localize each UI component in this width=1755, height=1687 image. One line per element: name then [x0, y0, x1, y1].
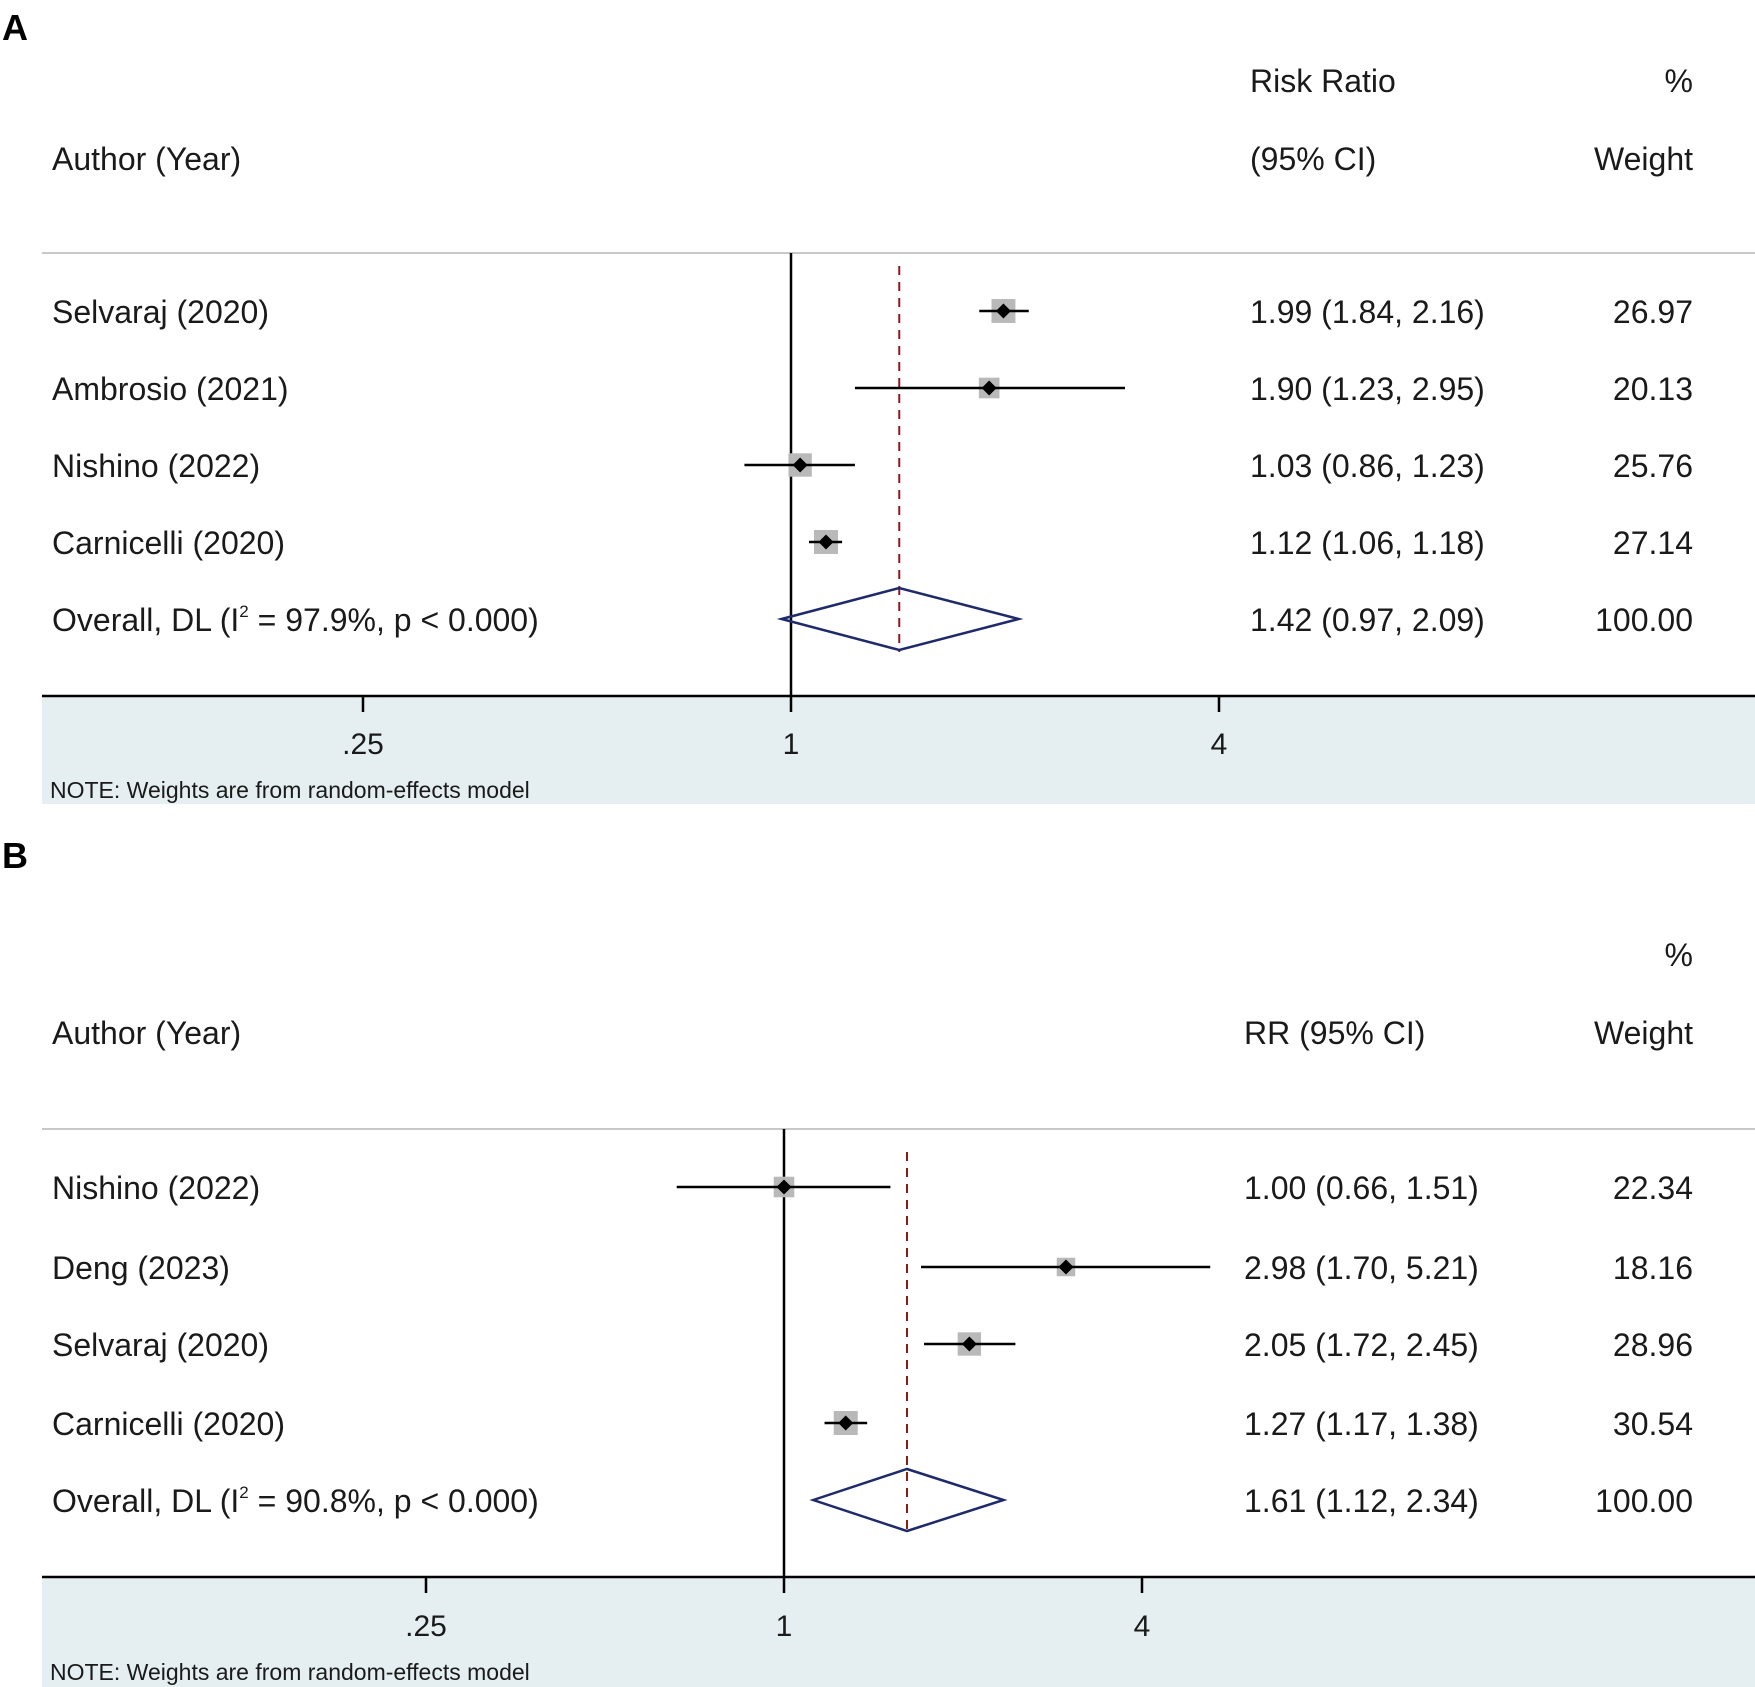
- overall-label: Overall, DL (I2 = 90.8%, p < 0.000): [52, 1483, 539, 1519]
- study-weight: 25.76: [1613, 448, 1693, 484]
- footnote: NOTE: Weights are from random-effects mo…: [50, 1659, 530, 1685]
- header-study: Author (Year): [52, 1015, 241, 1051]
- point-estimate-marker: [776, 1179, 792, 1195]
- overall-label-post: = 90.8%, p < 0.000): [249, 1483, 539, 1519]
- study-ci-text: 1.03 (0.86, 1.23): [1250, 448, 1485, 484]
- point-estimate-marker: [818, 534, 834, 550]
- panel-b-letter: B: [2, 835, 28, 876]
- study-weight: 18.16: [1613, 1250, 1693, 1286]
- footnote: NOTE: Weights are from random-effects mo…: [50, 777, 530, 803]
- overall-ci-text: 1.61 (1.12, 2.34): [1244, 1483, 1479, 1519]
- plot-area-b: .25 1 4: [405, 1129, 1211, 1643]
- x-tick-label: .25: [342, 728, 384, 761]
- study-ci-text: 1.00 (0.66, 1.51): [1244, 1170, 1479, 1206]
- header-weight-bottom: Weight: [1594, 1015, 1693, 1051]
- study-ci-text: 1.12 (1.06, 1.18): [1250, 525, 1485, 561]
- plot-area-a: .25 1 4: [342, 253, 1227, 761]
- study-weight: 28.96: [1613, 1327, 1693, 1363]
- overall-diamond: [809, 1467, 1008, 1533]
- panel-a-letter: A: [2, 7, 28, 48]
- overall-label-post: = 97.9%, p < 0.000): [249, 602, 539, 638]
- study-weight: 26.97: [1613, 294, 1693, 330]
- panel-b-background: [42, 873, 1755, 1687]
- study-weight: 27.14: [1613, 525, 1693, 561]
- header-effect-top: Risk Ratio: [1250, 63, 1396, 99]
- header-weight-bottom: Weight: [1594, 141, 1693, 177]
- panel-a: A Risk Ratio (95% CI) % Weight Author (Y…: [2, 0, 1755, 804]
- header-weight-top: %: [1665, 63, 1693, 99]
- study-ci-text: 1.27 (1.17, 1.38): [1244, 1406, 1479, 1442]
- study-label: Nishino (2022): [52, 448, 260, 484]
- x-tick-label: .25: [405, 1610, 447, 1643]
- study-label: Carnicelli (2020): [52, 525, 285, 561]
- overall-label-pre: Overall, DL (I: [52, 602, 239, 638]
- x-tick-label: 4: [1211, 728, 1228, 761]
- header-effect: RR (95% CI): [1244, 1015, 1425, 1051]
- study-weight: 22.34: [1613, 1170, 1693, 1206]
- overall-label: Overall, DL (I2 = 97.9%, p < 0.000): [52, 602, 539, 638]
- footer-band: [42, 1577, 1755, 1687]
- study-label: Deng (2023): [52, 1250, 230, 1286]
- study-label: Ambrosio (2021): [52, 371, 289, 407]
- footer-band: [42, 696, 1755, 804]
- point-estimate-marker: [995, 303, 1011, 319]
- study-label: Nishino (2022): [52, 1170, 260, 1206]
- study-label: Selvaraj (2020): [52, 1327, 269, 1363]
- study-ci-text: 1.90 (1.23, 2.95): [1250, 371, 1485, 407]
- point-estimate-marker: [792, 457, 808, 473]
- study-ci-text: 2.98 (1.70, 5.21): [1244, 1250, 1479, 1286]
- study-ci-text: 1.99 (1.84, 2.16): [1250, 294, 1485, 330]
- study-label: Carnicelli (2020): [52, 1406, 285, 1442]
- header-effect-bottom: (95% CI): [1250, 141, 1376, 177]
- point-estimate-marker: [838, 1415, 854, 1431]
- overall-diamond: [776, 586, 1024, 652]
- overall-label-sup: 2: [239, 1483, 248, 1502]
- overall-weight: 100.00: [1595, 1483, 1693, 1519]
- overall-label-pre: Overall, DL (I: [52, 1483, 239, 1519]
- study-weight: 20.13: [1613, 371, 1693, 407]
- study-ci-text: 2.05 (1.72, 2.45): [1244, 1327, 1479, 1363]
- point-estimate-marker: [961, 1336, 977, 1352]
- header-weight-top: %: [1665, 937, 1693, 973]
- point-estimate-marker: [981, 380, 997, 396]
- point-estimate-marker: [1058, 1259, 1074, 1275]
- x-tick-label: 1: [776, 1610, 793, 1643]
- overall-ci-text: 1.42 (0.97, 2.09): [1250, 602, 1485, 638]
- study-weight: 30.54: [1613, 1406, 1693, 1442]
- x-tick-label: 4: [1134, 1610, 1151, 1643]
- panel-b: B % Weight RR (95% CI) Author (Year) Nis…: [2, 835, 1755, 1687]
- header-study: Author (Year): [52, 141, 241, 177]
- x-tick-label: 1: [783, 728, 800, 761]
- overall-weight: 100.00: [1595, 602, 1693, 638]
- overall-label-sup: 2: [239, 602, 248, 621]
- study-label: Selvaraj (2020): [52, 294, 269, 330]
